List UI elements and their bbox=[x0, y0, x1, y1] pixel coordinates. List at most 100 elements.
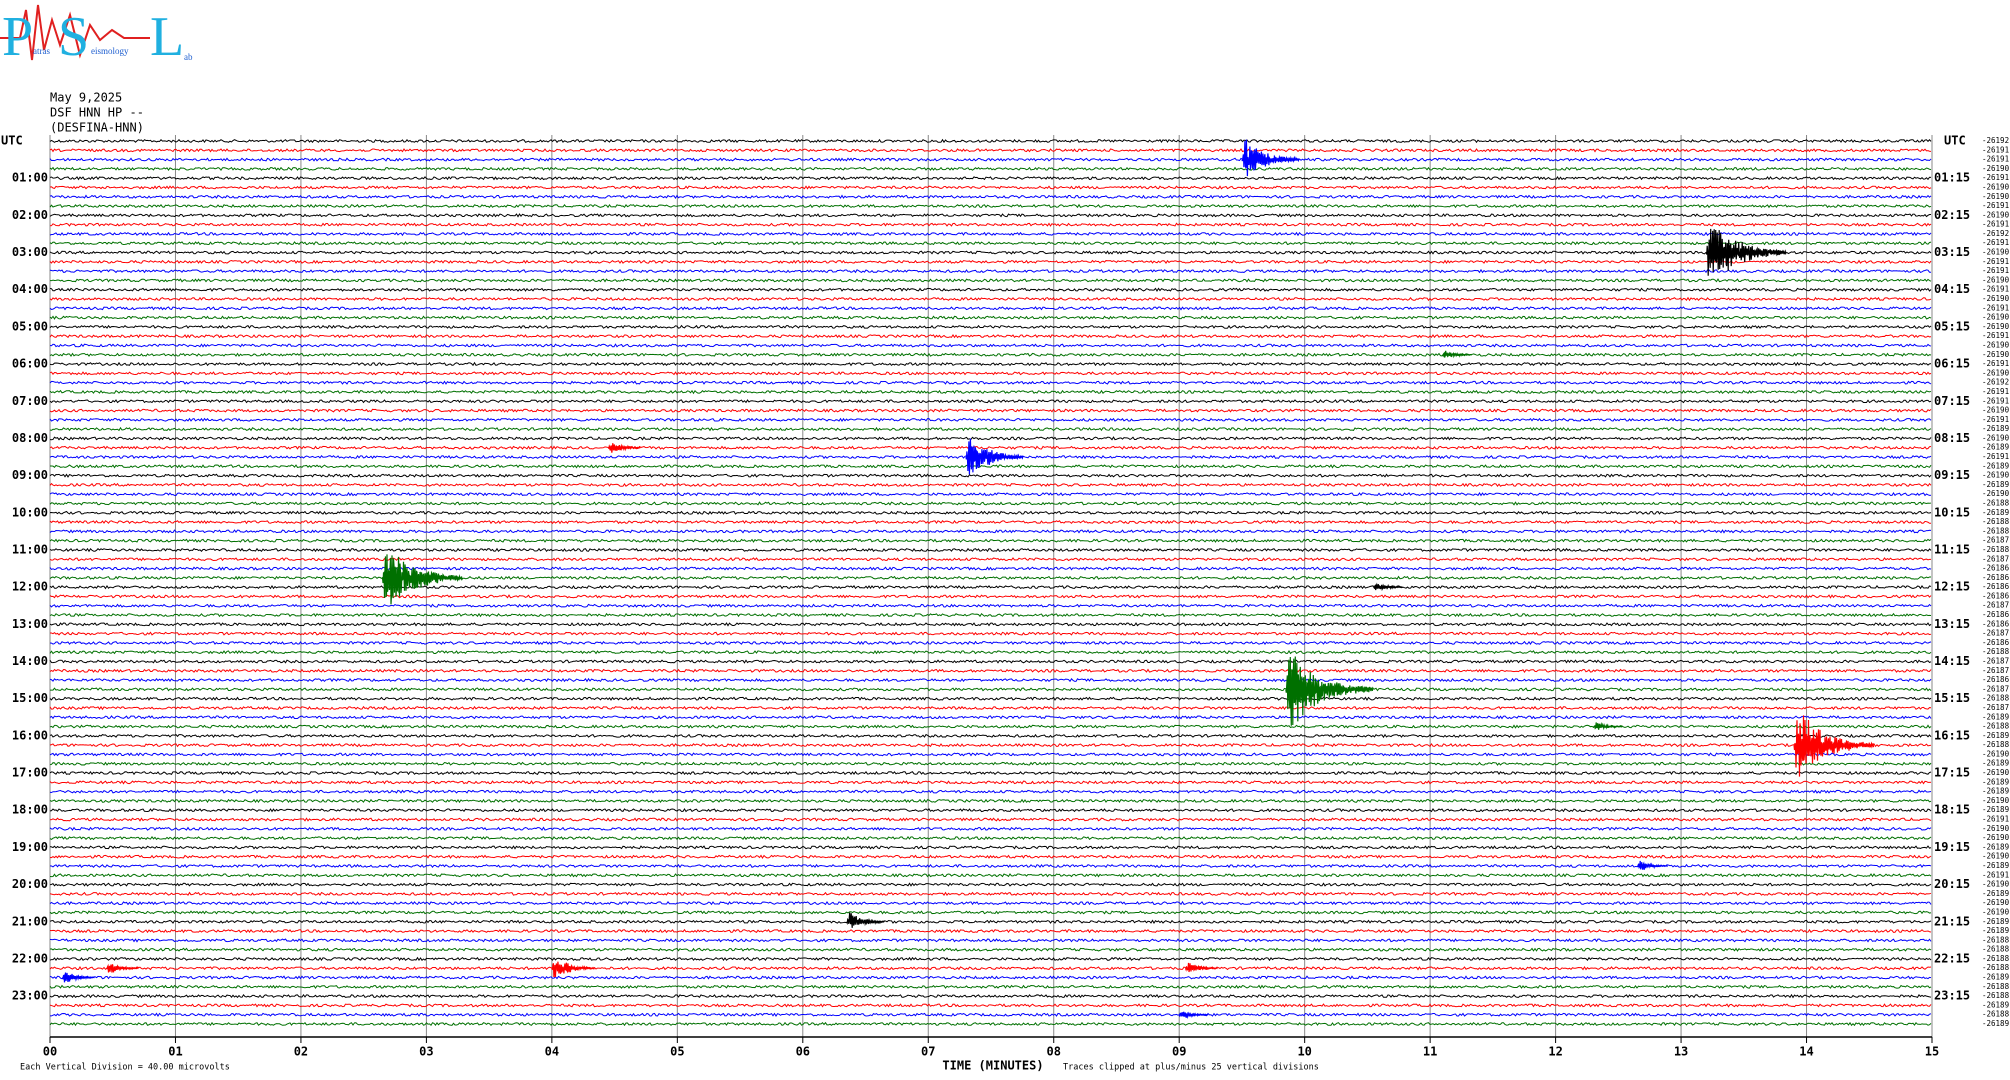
offset-label: -26189 bbox=[1982, 917, 2009, 926]
trace bbox=[49, 770, 1932, 776]
offset-label: -26190 bbox=[1982, 489, 2010, 498]
offset-label: -26186 bbox=[1982, 591, 2010, 600]
event bbox=[61, 972, 95, 983]
logo-wave bbox=[0, 4, 150, 61]
event bbox=[106, 963, 139, 973]
trace bbox=[49, 584, 1932, 590]
offset-label: -26191 bbox=[1982, 145, 2009, 154]
left-hour-label: 11:00 bbox=[12, 542, 48, 556]
trace bbox=[49, 324, 1932, 329]
trace bbox=[49, 882, 1932, 887]
trace bbox=[49, 203, 1932, 209]
left-hour-label: 22:00 bbox=[12, 951, 48, 965]
offset-label: -26191 bbox=[1982, 220, 2009, 229]
offset-label: -26189 bbox=[1982, 861, 2009, 870]
offset-label: -26189 bbox=[1982, 1019, 2009, 1028]
x-tick-label: 04 bbox=[545, 1045, 559, 1059]
offset-label: -26190 bbox=[1982, 275, 2010, 284]
trace bbox=[49, 993, 1932, 999]
trace bbox=[49, 445, 1932, 451]
trace bbox=[49, 956, 1932, 962]
offset-label: -26190 bbox=[1982, 852, 2010, 861]
offset-label: -26189 bbox=[1982, 787, 2009, 796]
offset-label: -26191 bbox=[1982, 266, 2009, 275]
x-tick-label: 12 bbox=[1548, 1045, 1562, 1059]
trace bbox=[49, 715, 1932, 720]
trace bbox=[49, 808, 1932, 813]
x-tick-label: 09 bbox=[1172, 1045, 1186, 1059]
offset-label: -26189 bbox=[1982, 480, 2009, 489]
trace bbox=[49, 250, 1932, 255]
left-hour-label: 04:00 bbox=[12, 282, 48, 296]
trace bbox=[49, 231, 1932, 237]
trace bbox=[49, 650, 1932, 655]
offset-label: -26188 bbox=[1982, 498, 2010, 507]
station: DSF HNN HP -- bbox=[50, 106, 144, 120]
offset-label: -26189 bbox=[1982, 759, 2009, 768]
event bbox=[381, 554, 464, 605]
trace bbox=[49, 557, 1932, 562]
offset-label: -26186 bbox=[1982, 610, 2010, 619]
clip-note: Traces clipped at plus/minus 25 vertical… bbox=[1063, 1063, 1319, 1073]
offset-label: -26186 bbox=[1982, 638, 2010, 647]
offset-label: -26189 bbox=[1982, 973, 2009, 982]
trace bbox=[49, 752, 1932, 757]
offset-label: -26186 bbox=[1982, 675, 2010, 684]
right-hour-label: 22:15 bbox=[1934, 951, 1970, 965]
scale-note: Each Vertical Division = 40.00 microvolt… bbox=[20, 1063, 230, 1073]
event bbox=[1636, 860, 1668, 870]
left-hour-label: 02:00 bbox=[12, 208, 48, 222]
event bbox=[965, 438, 1024, 475]
left-hour-label: UTC bbox=[1, 134, 23, 148]
trace bbox=[49, 389, 1932, 395]
trace bbox=[49, 399, 1932, 404]
right-hour-label: 20:15 bbox=[1934, 877, 1970, 891]
right-hour-label: 14:15 bbox=[1934, 654, 1970, 668]
right-hour-label: UTC bbox=[1944, 134, 1966, 148]
left-hour-label: 17:00 bbox=[12, 766, 48, 780]
trace bbox=[49, 910, 1932, 915]
offset-label: -26189 bbox=[1982, 443, 2009, 452]
event bbox=[1184, 962, 1218, 973]
x-tick-label: 11 bbox=[1423, 1045, 1437, 1059]
trace bbox=[49, 873, 1932, 878]
x-tick-label: 00 bbox=[43, 1045, 57, 1059]
offset-label: -26187 bbox=[1982, 684, 2009, 693]
offset-label: -26190 bbox=[1982, 833, 2010, 842]
trace bbox=[49, 138, 1932, 144]
right-hour-label: 11:15 bbox=[1934, 542, 1970, 556]
trace bbox=[49, 436, 1932, 441]
offset-label: -26191 bbox=[1982, 387, 2009, 396]
offset-label: -26191 bbox=[1982, 331, 2009, 340]
trace bbox=[49, 185, 1932, 190]
trace bbox=[49, 603, 1932, 608]
trace bbox=[49, 1012, 1932, 1017]
trace bbox=[49, 733, 1932, 739]
trace bbox=[49, 213, 1932, 218]
trace bbox=[49, 705, 1932, 711]
event bbox=[607, 443, 641, 453]
left-hour-label: 07:00 bbox=[12, 394, 48, 408]
right-hour-label: 06:15 bbox=[1934, 357, 1970, 371]
offset-label: -26188 bbox=[1982, 526, 2010, 535]
offset-label: -26191 bbox=[1982, 201, 2009, 210]
trace bbox=[49, 501, 1932, 506]
trace bbox=[49, 194, 1932, 199]
event bbox=[1705, 228, 1787, 276]
trace bbox=[49, 417, 1932, 423]
offset-label: -26187 bbox=[1982, 657, 2009, 666]
offset-label: -26187 bbox=[1982, 601, 2009, 610]
offset-label: -26187 bbox=[1982, 703, 2009, 712]
offset-label: -26190 bbox=[1982, 406, 2010, 415]
trace bbox=[49, 306, 1932, 311]
offset-label: -26190 bbox=[1982, 898, 2010, 907]
offset-label: -26189 bbox=[1982, 461, 2009, 470]
offset-label: -26188 bbox=[1982, 963, 2010, 972]
offset-label: -26187 bbox=[1982, 554, 2009, 563]
event bbox=[1592, 721, 1623, 731]
trace bbox=[49, 380, 1932, 385]
offset-label: -26190 bbox=[1982, 796, 2010, 805]
event bbox=[551, 961, 595, 978]
right-hour-label: 18:15 bbox=[1934, 803, 1970, 817]
date: May 9,2025 bbox=[50, 91, 122, 105]
